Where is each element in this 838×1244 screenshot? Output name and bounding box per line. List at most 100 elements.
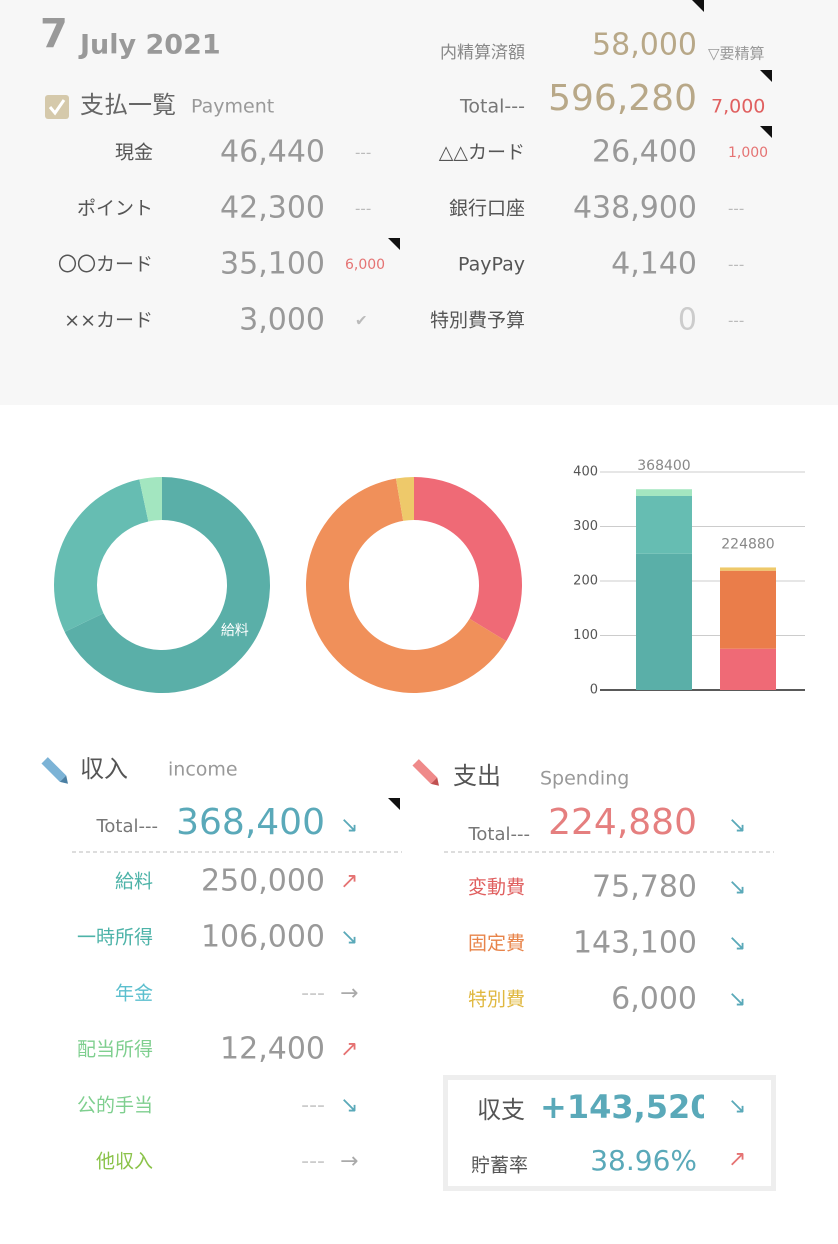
trend: ↘ [728,1094,746,1119]
trend: → [340,1149,358,1174]
donut-slice [53,479,149,632]
balance-value: +143,520 [540,1088,713,1126]
settlement-label: 内精算済額 [440,43,525,63]
slice-label: 給料 [221,623,249,639]
income-label: 給料 [115,871,153,893]
account-label: ポイント [77,198,153,220]
bar-segment [636,489,692,496]
account-value: 26,400 [592,135,697,170]
account-value: 42,300 [220,191,325,226]
spending-total-label: Total--- [467,824,530,845]
account-label: 現金 [115,142,153,164]
trend: → [340,981,358,1006]
spending-label: 特別費 [468,989,525,1011]
checkbox[interactable] [45,95,69,119]
trend: ↘ [340,1093,358,1118]
account-value: 35,100 [220,247,325,282]
income-label: 他収入 [96,1151,153,1173]
spending-value: 143,100 [573,926,697,961]
income-value: 12,400 [220,1032,325,1067]
account-note: --- [728,200,744,218]
top-panel [0,0,838,405]
account-value: 3,000 [239,303,325,338]
income-label: 年金 [115,983,153,1005]
income-value: --- [301,1149,325,1174]
account-label: PayPay [458,254,525,276]
trend: ↗ [340,1037,358,1062]
rate-label: 貯蓄率 [471,1155,528,1177]
pencil-icon [412,759,439,786]
y-tick-label: 300 [573,519,598,534]
y-tick-label: 100 [573,628,598,643]
account-label: ××カード [64,310,153,332]
y-tick-label: 400 [573,465,598,480]
corner-marks [388,0,772,810]
trend: ↗ [728,1147,746,1172]
summary-note: 7,000 [711,96,765,118]
bar-segment [720,648,776,690]
trend: ↘ [340,925,358,950]
account-note: --- [728,312,744,330]
account-label: 特別費予算 [430,310,525,332]
income-value: --- [301,1093,325,1118]
payment-subtitle: Payment [191,96,274,118]
account-value: 46,440 [220,135,325,170]
spending-label: 変動費 [468,877,525,899]
income-label: 配当所得 [77,1039,153,1061]
account-note: --- [728,256,744,274]
bar-segment [636,495,692,554]
settlement-note: ▽要精算 [708,45,765,63]
donut-slice [395,477,414,521]
donut-slice [139,477,162,522]
trend: ↘ [728,813,746,838]
donut-slice [306,478,507,694]
trend: ↘ [340,813,358,838]
spending-label: 固定費 [468,933,525,955]
account-label: 銀行口座 [449,198,525,220]
income-subtitle: income [168,759,238,781]
balance-box [443,1075,776,1191]
account-label: 〇〇カード [58,254,153,276]
donut-slice [64,477,270,693]
income-total: 368,400 [176,802,325,843]
trend: ↗ [340,869,358,894]
trend: ↘ [728,987,746,1012]
income-value: 250,000 [201,864,325,899]
income-value: --- [301,981,325,1006]
bar-segment [720,570,776,649]
account-label: △△カード [439,142,525,164]
account-value: 0 [678,303,697,338]
month: July 2021 [78,30,221,61]
bar-total-label: 224880 [721,536,774,552]
income-total-label: Total--- [95,816,158,837]
income-title: 収入 [80,755,128,783]
trend: ↘ [728,875,746,900]
bar-segment [720,567,776,571]
spending-title: 支出 [453,762,501,790]
y-tick-label: 200 [573,574,598,589]
donut-slice [414,477,522,642]
account-value: 438,900 [573,191,697,226]
rate-value: 38.96% [590,1144,697,1177]
settlement-value: 58,000 [592,28,697,63]
spending-value: 6,000 [611,982,697,1017]
y-tick-label: 0 [590,683,598,698]
account-value: 4,140 [611,247,697,282]
account-note: --- [355,200,371,218]
bar-total-label: 368400 [637,458,690,474]
spending-value: 75,780 [592,870,697,905]
bar-segment [636,553,692,690]
account-note: 1,000 [728,145,768,161]
income-label: 公的手当 [77,1095,153,1117]
account-note: ✔ [355,312,368,330]
summary-value: 596,280 [548,78,697,119]
income-value: 106,000 [201,920,325,955]
day: 7 [40,11,68,57]
income-label: 一時所得 [77,927,153,949]
balance-label: 収支 [477,1096,525,1124]
pencil-icon [41,757,68,784]
account-note: 6,000 [345,257,385,273]
payment-title: 支払一覧 [80,91,176,119]
trend: ↘ [728,931,746,956]
